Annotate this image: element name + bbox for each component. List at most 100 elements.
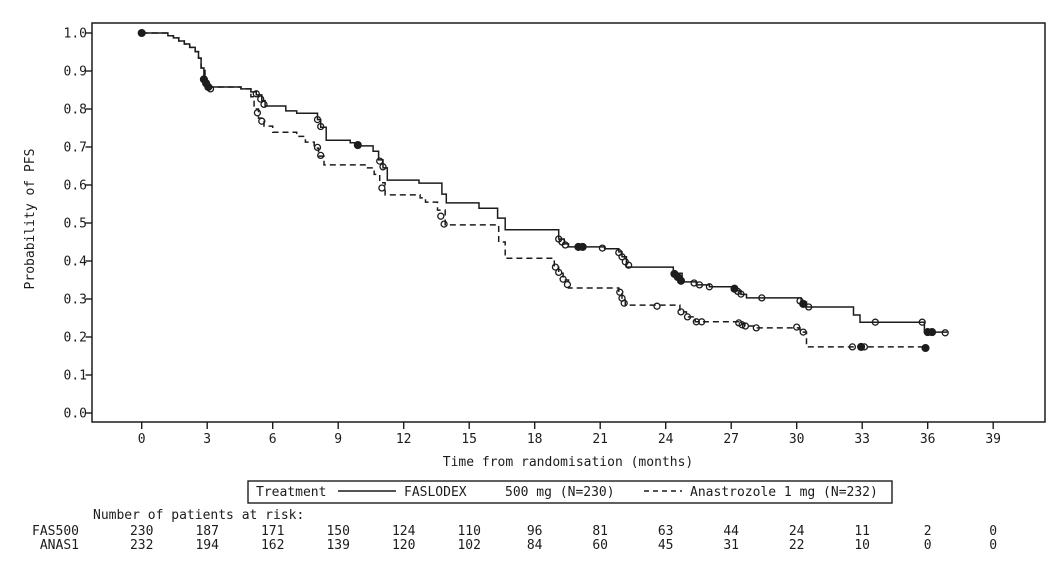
- censor-mark: [698, 318, 706, 326]
- censor-mark: [137, 28, 146, 38]
- series-faslodex-curve: [141, 32, 948, 333]
- censor-mark: [848, 343, 857, 351]
- risk-value: 0: [989, 538, 997, 553]
- censor-mark: [616, 288, 624, 296]
- risk-row-label-anas1: ANAS1: [40, 538, 79, 553]
- risk-value: 102: [457, 538, 480, 553]
- y-tick-label: 0.9: [64, 65, 87, 80]
- censor-mark: [317, 122, 325, 131]
- censor-mark: [928, 328, 937, 337]
- censor-mark: [653, 302, 661, 310]
- censor-mark: [559, 275, 567, 283]
- censor-mark: [378, 184, 386, 192]
- risk-value: 124: [392, 524, 416, 539]
- censor-mark: [737, 290, 745, 298]
- censor-mark: [799, 299, 808, 308]
- censor-mark: [313, 115, 322, 124]
- y-tick-label: 0.4: [64, 255, 88, 270]
- risk-value: 162: [261, 538, 284, 553]
- risk-value: 110: [457, 524, 480, 539]
- risk-value: 22: [789, 538, 805, 553]
- censor-mark: [353, 141, 362, 150]
- x-tick-label: 33: [854, 432, 870, 447]
- risk-value: 0: [989, 524, 997, 539]
- risk-row-label-fas500: FAS500: [32, 524, 79, 539]
- risk-value: 31: [723, 538, 739, 553]
- censor-mark: [561, 241, 569, 249]
- legend-series1-label: FASLODEX: [404, 485, 467, 500]
- censor-mark: [555, 268, 563, 277]
- censor-mark: [618, 253, 626, 261]
- risk-value: 44: [723, 524, 739, 539]
- censor-mark: [918, 318, 926, 326]
- censor-mark: [741, 322, 750, 330]
- censor-mark: [752, 324, 760, 332]
- censor-mark: [860, 343, 869, 351]
- censor-mark: [793, 323, 801, 331]
- censor-mark: [805, 303, 813, 311]
- risk-value: 24: [789, 524, 805, 539]
- plot-frame-rect: [91, 22, 1046, 423]
- risk-value: 84: [527, 538, 543, 553]
- risk-table: Number of patients at risk: FAS500 ANAS1…: [32, 508, 997, 553]
- series-line-2: [141, 32, 926, 348]
- censor-mark: [206, 85, 215, 93]
- censor-mark: [551, 263, 560, 271]
- risk-table-header: Number of patients at risk:: [93, 508, 304, 523]
- censor-mark: [252, 90, 260, 98]
- censor-mark: [376, 157, 384, 165]
- censor-mark: [258, 117, 266, 125]
- censor-mark: [758, 294, 766, 302]
- censor-mark: [677, 308, 685, 316]
- censor-mark: [941, 329, 949, 337]
- x-axis: 0 3 6 9 12 15 18 21 24 27 30 33 36 39: [138, 422, 1001, 447]
- risk-value: 194: [195, 538, 219, 553]
- x-tick-label: 24: [658, 432, 674, 447]
- risk-value: 139: [326, 538, 349, 553]
- censor-mark: [695, 281, 704, 289]
- y-tick-label: 0.0: [64, 407, 87, 422]
- censor-mark: [440, 220, 448, 228]
- censor-mark: [578, 242, 587, 251]
- y-axis-title: Probability of PFS: [23, 149, 38, 290]
- x-tick-label: 27: [723, 432, 739, 447]
- censor-mark: [624, 261, 633, 269]
- censor-mark: [313, 143, 322, 152]
- x-tick-label: 6: [269, 432, 277, 447]
- x-tick-label: 15: [461, 432, 477, 447]
- y-tick-label: 0.6: [64, 179, 87, 194]
- censor-mark: [620, 299, 628, 307]
- risk-value: 187: [195, 524, 218, 539]
- y-tick-label: 1.0: [64, 27, 87, 42]
- x-tick-label: 36: [920, 432, 936, 447]
- x-tick-label: 9: [334, 432, 342, 447]
- risk-value: 96: [527, 524, 543, 539]
- censor-mark: [437, 212, 445, 220]
- legend-title: Treatment: [256, 485, 326, 500]
- censor-mark: [871, 318, 879, 326]
- x-tick-label: 0: [138, 432, 146, 447]
- x-axis-title: Time from randomisation (months): [443, 455, 693, 470]
- risk-value: 60: [592, 538, 608, 553]
- x-tick-label: 21: [592, 432, 608, 447]
- risk-value: 120: [392, 538, 415, 553]
- censor-marks: [137, 28, 949, 353]
- y-tick-label: 0.8: [64, 103, 87, 118]
- censor-mark: [799, 328, 807, 336]
- x-tick-label: 3: [203, 432, 211, 447]
- risk-value: 230: [130, 524, 153, 539]
- x-tick-label: 39: [985, 432, 1001, 447]
- risk-value: 232: [130, 538, 153, 553]
- risk-value: 2: [924, 524, 932, 539]
- risk-value: 0: [924, 538, 932, 553]
- censor-mark: [202, 79, 210, 87]
- censor-mark: [921, 343, 930, 353]
- censor-mark: [676, 276, 686, 285]
- risk-value: 171: [261, 524, 284, 539]
- censor-mark: [317, 151, 325, 160]
- risk-value: 81: [592, 524, 608, 539]
- legend-box: [247, 480, 893, 504]
